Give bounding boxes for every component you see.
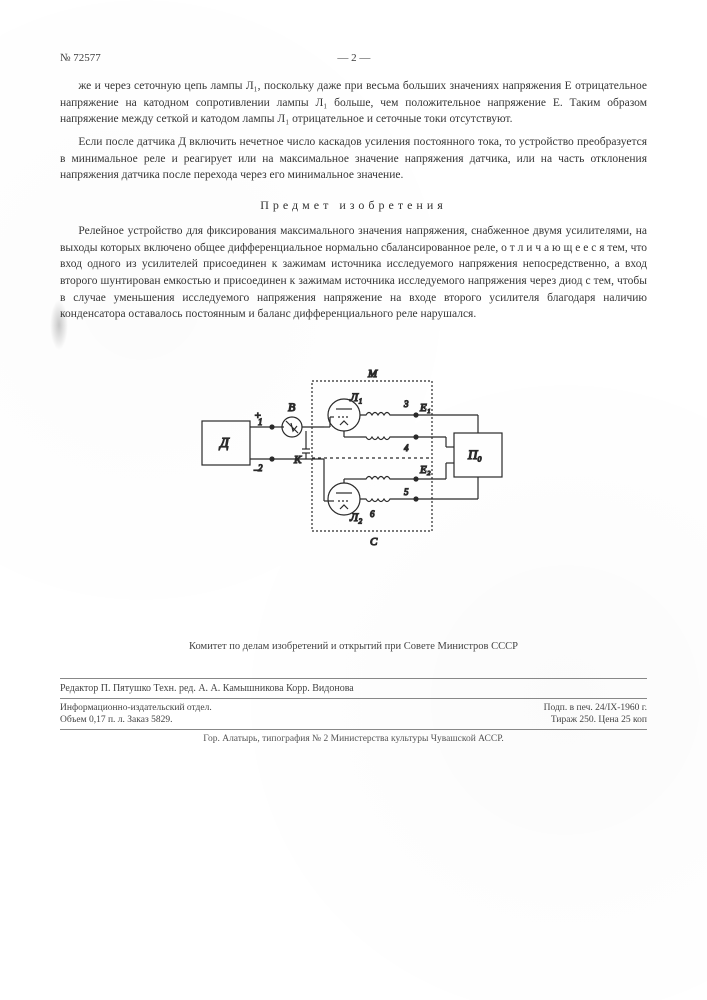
page: № 72577 — 2 — же и через сеточную цепь л… [0, 0, 707, 1000]
printer-line: Гор. Алатырь, типография № 2 Министерств… [60, 734, 647, 744]
paragraph-2: Если после датчика Д включить нечетное ч… [60, 134, 647, 184]
header-spacer [607, 52, 647, 64]
paragraph-1: же и через сеточную цепь лампы Л₁, поско… [60, 78, 647, 128]
amp-label-m: M [367, 368, 378, 380]
body-text: же и через сеточную цепь лампы Л₁, поско… [60, 78, 647, 184]
terminal-6: 6 [370, 509, 375, 519]
header-row: № 72577 — 2 — [60, 52, 647, 64]
claim-text: Релейное устройство для фиксирования мак… [60, 223, 647, 323]
doc-number: № 72577 [60, 52, 101, 64]
coil-bot2 [360, 499, 396, 502]
colophon-left-2: Объем 0,17 п. л. Заказ 5829. [60, 715, 212, 725]
terminal-1: 1 [258, 417, 263, 427]
colophon-right-2: Тираж 250. Цена 25 коп [544, 715, 647, 725]
colophon-left-1: Информационно-издательский отдел. [60, 703, 212, 713]
coil-top [360, 413, 396, 416]
cap-label: К [293, 454, 302, 466]
coil-top2 [360, 437, 396, 440]
terminal-4: 4 [404, 443, 409, 453]
committee-line: Комитет по делам изобретений и открытий … [60, 641, 647, 652]
circuit-diagram: Д + – 1 2 M В [194, 351, 514, 551]
editor-line: Редактор П. Пятушко Техн. ред. А. А. Кам… [60, 678, 647, 699]
colophon: Информационно-издательский отдел. Объем … [60, 699, 647, 730]
sensor-label: Д [218, 436, 230, 451]
e1-label: E₁ [419, 402, 431, 414]
colophon-right-1: Подп. в печ. 24/IX-1960 г. [544, 703, 647, 713]
coil-bot [360, 477, 396, 480]
terminal-2: 2 [258, 463, 263, 473]
page-number: — 2 — [337, 52, 370, 64]
terminal-5: 5 [404, 487, 409, 497]
tube-l2-label: Л₂ [349, 510, 362, 524]
claim-block: Релейное устройство для фиксирования мак… [60, 223, 647, 323]
figure-wrap: Д + – 1 2 M В [60, 351, 647, 551]
terminal-3: 3 [403, 399, 409, 409]
c-label: С [370, 536, 378, 548]
tube-l1-label: Л₁ [349, 390, 362, 404]
output-label: П₀ [467, 447, 482, 462]
diode-label: В [288, 400, 296, 414]
subject-heading: Предмет изобретения [60, 198, 647, 213]
e2-label: E₂ [419, 464, 431, 476]
